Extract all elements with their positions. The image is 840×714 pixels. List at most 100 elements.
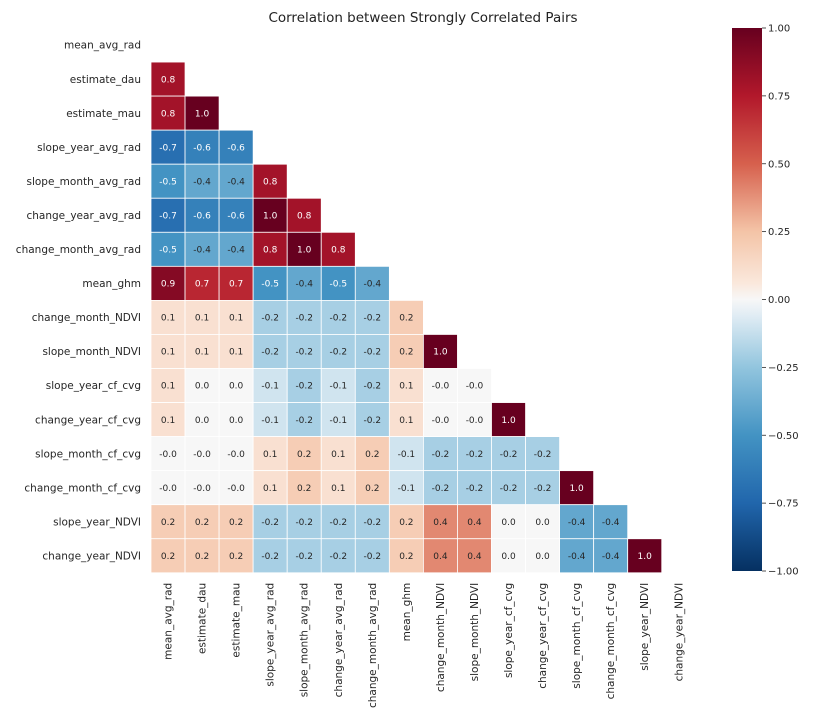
cell-value-label: -0.2 — [364, 382, 382, 392]
cell-value-label: 0.0 — [535, 552, 550, 562]
cell-value-label: -0.0 — [159, 484, 177, 494]
colorbar-tick-label: −1.00 — [768, 567, 799, 578]
cell-value-label: -0.2 — [364, 552, 382, 562]
colorbar-tick-label: 1.00 — [768, 24, 790, 35]
heatmap-cell — [218, 334, 254, 369]
cell-value-label: -0.2 — [329, 518, 347, 528]
cell-value-label: 1.0 — [501, 416, 516, 426]
cell-value-label: 0.0 — [229, 382, 244, 392]
y-tick-label: mean_ghm — [82, 278, 141, 290]
cell-value-label: 0.2 — [399, 348, 413, 358]
heatmap-cell — [422, 402, 458, 437]
y-tick-label: slope_month_NDVI — [42, 346, 141, 358]
cell-value-label: -0.7 — [159, 211, 177, 221]
cell-value-label: -0.2 — [364, 416, 382, 426]
cell-value-label: 0.9 — [161, 280, 176, 290]
cell-value-label: -0.2 — [534, 484, 552, 494]
heatmap-cell — [218, 436, 254, 472]
heatmap-cell — [320, 334, 356, 369]
heatmap-cell — [252, 470, 288, 506]
cell-value-label: 0.2 — [161, 552, 175, 562]
cell-value-label: 0.2 — [297, 450, 311, 460]
heatmap-cell — [354, 265, 390, 301]
cell-value-label: -0.1 — [329, 382, 347, 392]
x-tick-label: slope_year_avg_rad — [265, 583, 277, 687]
heatmap-cells: 0.8 0.8 1.0 -0.7 -0.6 -0.6 -0.5 -0.4 -0.4 0.8 -0.7… — [150, 61, 663, 574]
cell-value-label: -0.2 — [295, 382, 313, 392]
cell-value-label: 0.8 — [297, 211, 312, 221]
cell-value-label: 0.1 — [161, 382, 175, 392]
cell-value-label: 0.1 — [331, 484, 345, 494]
cell-value-label: 0.2 — [297, 484, 311, 494]
colorbar-tick-label: −0.25 — [768, 363, 799, 374]
cell-value-label: -0.0 — [466, 382, 484, 392]
heatmap-cell — [150, 436, 186, 472]
x-tick-label: change_month_cf_cvg — [605, 583, 617, 700]
heatmap-cell — [627, 538, 663, 574]
heatmap-cell — [252, 504, 288, 540]
cell-value-label: -0.0 — [432, 382, 450, 392]
cell-value-label: 0.1 — [263, 450, 277, 460]
heatmap-cell — [354, 470, 390, 506]
x-tick-label: mean_ghm — [401, 583, 413, 642]
cell-value-label: 0.2 — [229, 552, 243, 562]
heatmap-cell — [184, 538, 220, 574]
colorbar-tick-label: 0.75 — [768, 91, 790, 102]
y-tick-label: change_month_avg_rad — [16, 244, 141, 256]
cell-value-label: -0.6 — [193, 143, 211, 153]
cell-value-label: 0.2 — [399, 518, 413, 528]
x-tick-label: change_month_avg_rad — [367, 583, 379, 708]
y-tick-label: estimate_dau — [70, 74, 141, 86]
x-tick-label: slope_month_cf_cvg — [571, 583, 583, 689]
cell-value-label: -0.4 — [193, 246, 211, 256]
cell-value-label: 1.0 — [195, 109, 210, 119]
heatmap-cell — [559, 504, 595, 540]
cell-value-label: -0.2 — [466, 450, 484, 460]
heatmap-cell — [150, 402, 186, 437]
cell-value-label: 1.0 — [263, 211, 278, 221]
heatmap-cell — [388, 504, 424, 540]
heatmap-cell — [252, 368, 288, 403]
cell-value-label: -0.0 — [193, 484, 211, 494]
cell-value-label: 0.8 — [161, 75, 176, 85]
y-tick-label: slope_month_cf_cvg — [35, 448, 141, 460]
cell-value-label: -0.2 — [329, 552, 347, 562]
heatmap-cell — [286, 470, 322, 506]
heatmap-cell — [218, 368, 254, 403]
heatmap-cell — [491, 470, 526, 506]
cell-value-label: -0.7 — [159, 143, 177, 153]
cell-value-label: -0.2 — [500, 484, 518, 494]
cell-value-label: 0.8 — [263, 246, 278, 256]
heatmap-cell — [150, 470, 186, 506]
y-tick-label: slope_year_NDVI — [53, 516, 141, 528]
cell-value-label: 0.2 — [365, 450, 379, 460]
heatmap-cell — [320, 470, 356, 506]
heatmap-cell — [354, 504, 390, 540]
cell-value-label: -0.2 — [329, 348, 347, 358]
cell-value-label: -0.2 — [364, 348, 382, 358]
heatmap-cell — [593, 538, 629, 574]
heatmap-cell — [388, 368, 424, 403]
cell-value-label: -0.2 — [261, 518, 279, 528]
cell-value-label: 0.4 — [433, 552, 448, 562]
heatmap-cell — [354, 538, 390, 574]
heatmap-cell — [354, 334, 390, 369]
heatmap-cell — [320, 538, 356, 574]
heatmap-cell — [184, 163, 220, 199]
cell-value-label: -0.1 — [329, 416, 347, 426]
heatmap-cell — [559, 470, 595, 506]
heatmap-cell — [184, 436, 220, 472]
y-tick-label: slope_month_avg_rad — [27, 176, 142, 188]
heatmap-cell — [184, 231, 220, 267]
x-tick-label: change_year_cf_cvg — [537, 583, 549, 689]
cell-value-label: -0.6 — [227, 143, 245, 153]
heatmap-cell — [491, 538, 526, 574]
heatmap-cell — [150, 299, 186, 335]
cell-value-label: -0.2 — [295, 518, 313, 528]
cell-value-label: -0.1 — [398, 484, 416, 494]
cell-value-label: 0.0 — [195, 382, 210, 392]
cell-value-label: -0.4 — [568, 552, 586, 562]
cell-value-label: 0.1 — [229, 314, 243, 324]
